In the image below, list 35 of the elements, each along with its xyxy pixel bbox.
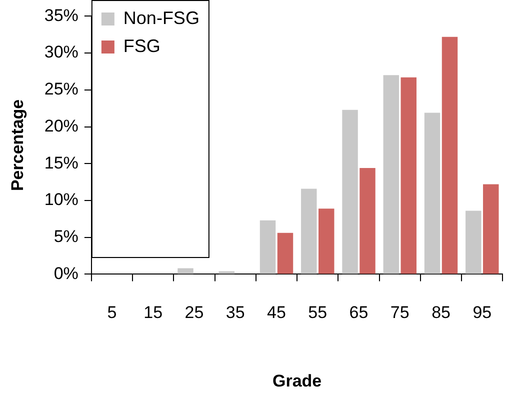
y-axis-title: Percentage xyxy=(8,99,27,192)
bar xyxy=(483,184,499,274)
bar xyxy=(277,232,294,274)
x-tick-label: 75 xyxy=(390,303,410,322)
y-tick-label: 30% xyxy=(44,42,78,62)
y-tick-label: 0% xyxy=(54,264,78,283)
x-tick-label: 45 xyxy=(267,303,286,322)
bar xyxy=(400,77,416,274)
bar xyxy=(442,36,458,274)
bar xyxy=(318,208,334,274)
y-tick-label: 35% xyxy=(44,6,78,25)
y-tick-label: 20% xyxy=(44,116,78,136)
y-tick-label: 5% xyxy=(54,227,78,246)
bar xyxy=(360,168,376,274)
x-tick-label: 25 xyxy=(184,303,204,322)
bar xyxy=(260,220,276,274)
x-axis-title: Grade xyxy=(272,371,322,390)
bar xyxy=(383,75,400,274)
x-tick-label: 85 xyxy=(432,303,450,322)
legend-label: Non-FSG xyxy=(123,8,200,28)
x-tick-label: 35 xyxy=(226,303,245,322)
bar xyxy=(301,188,317,274)
x-tick-label: 55 xyxy=(308,303,328,322)
y-tick-label: 10% xyxy=(44,190,78,210)
bar xyxy=(178,268,194,274)
y-tick-label: 15% xyxy=(44,153,78,172)
bar xyxy=(342,110,358,274)
x-tick-label: 15 xyxy=(144,303,163,322)
x-tick-label: 5 xyxy=(107,303,117,322)
legend-label: FSG xyxy=(123,36,160,56)
bar xyxy=(466,210,482,274)
bar xyxy=(424,112,440,274)
x-tick-label: 65 xyxy=(349,303,368,322)
y-tick-label: 25% xyxy=(44,80,78,99)
x-tick-label: 95 xyxy=(472,303,492,322)
